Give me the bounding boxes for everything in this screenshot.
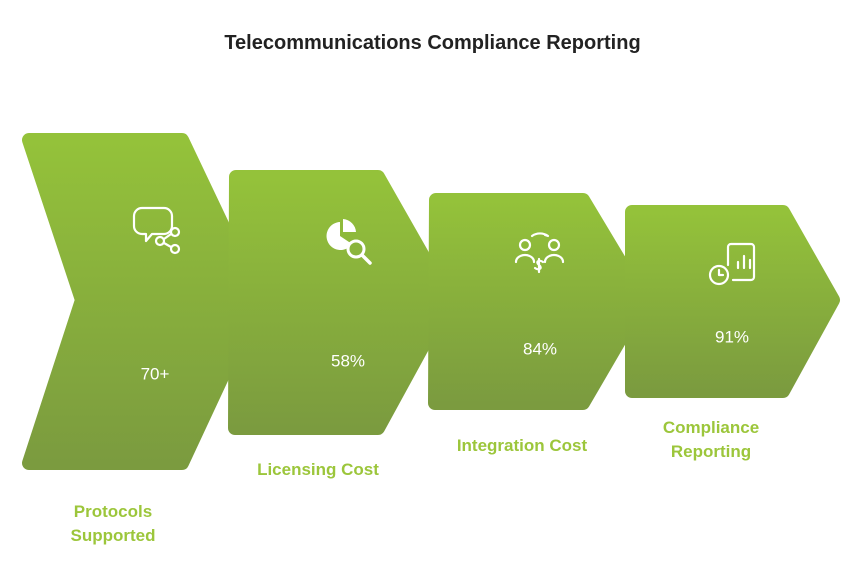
step-value: 70+ bbox=[141, 364, 170, 383]
cost-exchange-icon bbox=[514, 232, 565, 274]
chat-share-icon bbox=[132, 206, 181, 255]
step-value: 84% bbox=[523, 339, 557, 358]
step-label: Compliance Reporting bbox=[662, 418, 760, 461]
step-label: Protocols Supported bbox=[70, 502, 156, 545]
step-shape bbox=[22, 133, 265, 470]
pie-search-icon bbox=[326, 219, 372, 265]
step-value: 58% bbox=[331, 351, 365, 370]
step-shape bbox=[228, 170, 455, 435]
step-shape bbox=[428, 193, 650, 410]
step-label: Licensing Cost bbox=[257, 460, 379, 479]
step-shape bbox=[625, 205, 840, 398]
step-label: Integration Cost bbox=[456, 436, 588, 455]
title: Telecommunications Compliance Reporting bbox=[224, 32, 641, 54]
step-value: 91% bbox=[715, 327, 749, 346]
report-clock-icon bbox=[708, 242, 756, 286]
